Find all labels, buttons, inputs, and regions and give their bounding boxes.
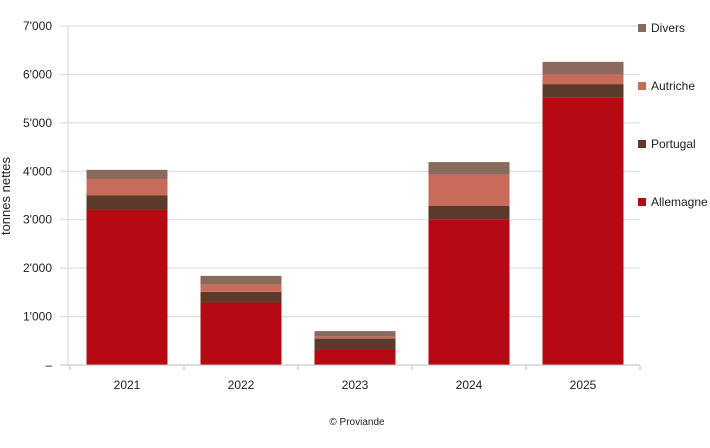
x-tick-label: 2021 — [114, 378, 141, 392]
y-tick-label: 5'000 — [23, 116, 52, 130]
bar-segment-allemagne — [86, 209, 168, 365]
legend-swatch — [638, 24, 646, 32]
x-tick-label: 2023 — [342, 378, 369, 392]
source-credit: © Proviande — [329, 417, 385, 428]
bar-segment-allemagne — [428, 219, 510, 365]
bar-segment-divers — [200, 275, 282, 285]
y-axis-label: tonnes nettes — [0, 156, 13, 235]
bar-segment-divers — [86, 169, 168, 180]
bar-segment-autriche — [86, 179, 168, 196]
bar-segment-portugal — [428, 205, 510, 220]
legend-label: Portugal — [651, 137, 696, 151]
legend: Divers Autriche Portugal Allemagne — [638, 21, 708, 209]
legend-swatch — [638, 82, 646, 90]
bar-segment-divers — [542, 61, 624, 75]
bar-segment-portugal — [314, 338, 396, 350]
axes: – 1'000 2'000 3'000 4'000 5'000 6'000 7'000 2021… — [23, 19, 641, 392]
bar-segment-allemagne — [314, 349, 396, 365]
bar-segment-portugal — [200, 291, 282, 303]
y-tick-label: 1'000 — [23, 310, 52, 324]
y-tick-label: 4'000 — [23, 164, 52, 178]
legend-label: Allemagne — [651, 195, 708, 209]
legend-label: Divers — [651, 21, 685, 35]
bar-segment-autriche — [314, 336, 396, 339]
x-tick-label: 2025 — [570, 378, 597, 392]
y-tick-label: 6'000 — [23, 67, 52, 81]
legend-swatch — [638, 140, 646, 148]
bars — [86, 61, 624, 365]
y-tick-label: 3'000 — [23, 213, 52, 227]
legend-swatch — [638, 198, 646, 206]
x-tick-label: 2024 — [456, 378, 483, 392]
y-tick-label: 7'000 — [23, 19, 52, 33]
bar-segment-autriche — [542, 74, 624, 85]
bar-segment-divers — [428, 162, 510, 175]
bar-segment-portugal — [86, 195, 168, 210]
bar-segment-allemagne — [542, 97, 624, 365]
bar-segment-autriche — [428, 174, 510, 206]
y-tick-label: 2'000 — [23, 261, 52, 275]
bar-segment-divers — [314, 331, 396, 337]
bar-segment-autriche — [200, 284, 282, 292]
legend-label: Autriche — [651, 79, 695, 93]
bar-segment-allemagne — [200, 302, 282, 365]
bar-segment-portugal — [542, 84, 624, 98]
y-tick-label: – — [45, 358, 52, 372]
x-tick-label: 2022 — [228, 378, 255, 392]
